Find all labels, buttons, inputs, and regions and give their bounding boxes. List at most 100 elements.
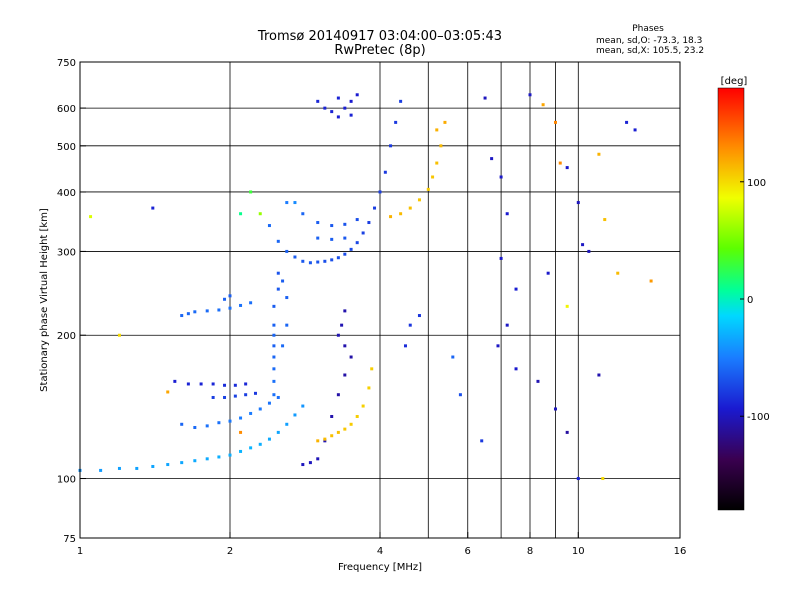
data-point — [367, 386, 371, 390]
data-point — [336, 256, 340, 260]
data-point — [601, 477, 605, 481]
y-tick-label: 75 — [63, 534, 76, 545]
colorbar — [717, 87, 745, 511]
data-point — [336, 115, 340, 119]
data-point — [367, 221, 371, 225]
data-point — [343, 236, 347, 240]
data-point — [205, 424, 209, 428]
data-point — [603, 218, 607, 222]
data-point — [343, 106, 347, 110]
data-point — [249, 190, 253, 194]
data-point — [308, 461, 312, 465]
data-point — [211, 382, 215, 386]
data-point — [233, 383, 237, 387]
data-point — [553, 120, 557, 124]
data-point — [536, 379, 540, 383]
data-point — [323, 439, 327, 443]
data-point — [211, 395, 215, 399]
y-tick-label: 400 — [57, 188, 76, 199]
data-point — [383, 170, 387, 174]
data-point — [330, 414, 334, 418]
data-point — [285, 249, 289, 253]
data-point — [217, 421, 221, 425]
data-point — [490, 157, 494, 161]
data-point — [499, 256, 503, 260]
data-point — [399, 99, 403, 103]
data-point — [205, 457, 209, 461]
data-point — [403, 344, 407, 348]
data-point — [343, 309, 347, 313]
data-point — [173, 379, 177, 383]
data-point — [89, 215, 93, 219]
data-point — [370, 367, 374, 371]
data-point — [308, 261, 312, 265]
data-point — [253, 391, 257, 395]
data-point — [276, 271, 280, 275]
data-point — [597, 373, 601, 377]
y-tick-label: 300 — [57, 247, 76, 258]
x-tick-label: 8 — [527, 546, 533, 557]
data-point — [217, 308, 221, 312]
data-point — [151, 464, 155, 468]
data-point — [330, 237, 334, 241]
data-point — [272, 379, 276, 383]
data-point — [435, 161, 439, 165]
data-point — [343, 222, 347, 226]
data-point — [135, 466, 139, 470]
data-point — [166, 390, 170, 394]
data-point — [330, 434, 334, 438]
data-point — [336, 430, 340, 434]
data-point — [151, 206, 155, 210]
x-tick-label: 6 — [465, 546, 471, 557]
data-point — [293, 255, 297, 259]
data-point — [316, 236, 320, 240]
colorbar-label: [deg] — [721, 76, 748, 87]
data-point — [99, 468, 103, 472]
data-point — [394, 120, 398, 124]
data-point — [496, 344, 500, 348]
y-tick-label: 200 — [57, 331, 76, 342]
data-point — [528, 93, 532, 97]
data-point — [272, 355, 276, 359]
data-point — [267, 401, 271, 405]
data-point — [514, 367, 518, 371]
data-point — [389, 215, 393, 219]
data-point — [193, 310, 197, 314]
data-point — [186, 382, 190, 386]
data-point — [616, 271, 620, 275]
data-point — [272, 323, 276, 327]
x-tick-label: 1 — [77, 546, 83, 557]
y-tick-label: 600 — [57, 104, 76, 115]
axes: 1 2 4 6 8 10 16 75 100 200 300 400 500 600 750 — [57, 58, 686, 557]
data-point — [276, 287, 280, 291]
x-tick-label: 2 — [227, 546, 233, 557]
data-point — [228, 419, 232, 423]
data-point — [553, 407, 557, 411]
colorbar-tick-label: -100 — [747, 412, 770, 423]
data-point — [349, 355, 353, 359]
data-point — [258, 442, 262, 446]
data-point — [349, 247, 353, 251]
data-point — [272, 344, 276, 348]
data-point — [373, 206, 377, 210]
colorbar-ticks: 100 0 -100 — [740, 178, 770, 423]
data-point — [199, 382, 203, 386]
data-point — [541, 103, 545, 107]
data-point — [330, 110, 334, 114]
data-point — [505, 323, 509, 327]
data-point — [355, 241, 359, 245]
data-point — [378, 190, 382, 194]
data-point — [558, 161, 562, 165]
grid-lines — [80, 62, 680, 538]
data-point — [180, 314, 184, 318]
data-point — [587, 249, 591, 253]
data-point — [336, 393, 340, 397]
data-point — [389, 144, 393, 148]
data-point — [285, 422, 289, 426]
data-point — [565, 166, 569, 170]
data-point — [576, 201, 580, 205]
data-point — [276, 239, 280, 243]
phases-line-o: mean, sd,O: -73.3, 18.3 — [596, 36, 702, 46]
phases-title: Phases — [632, 24, 664, 34]
data-point — [258, 407, 262, 411]
